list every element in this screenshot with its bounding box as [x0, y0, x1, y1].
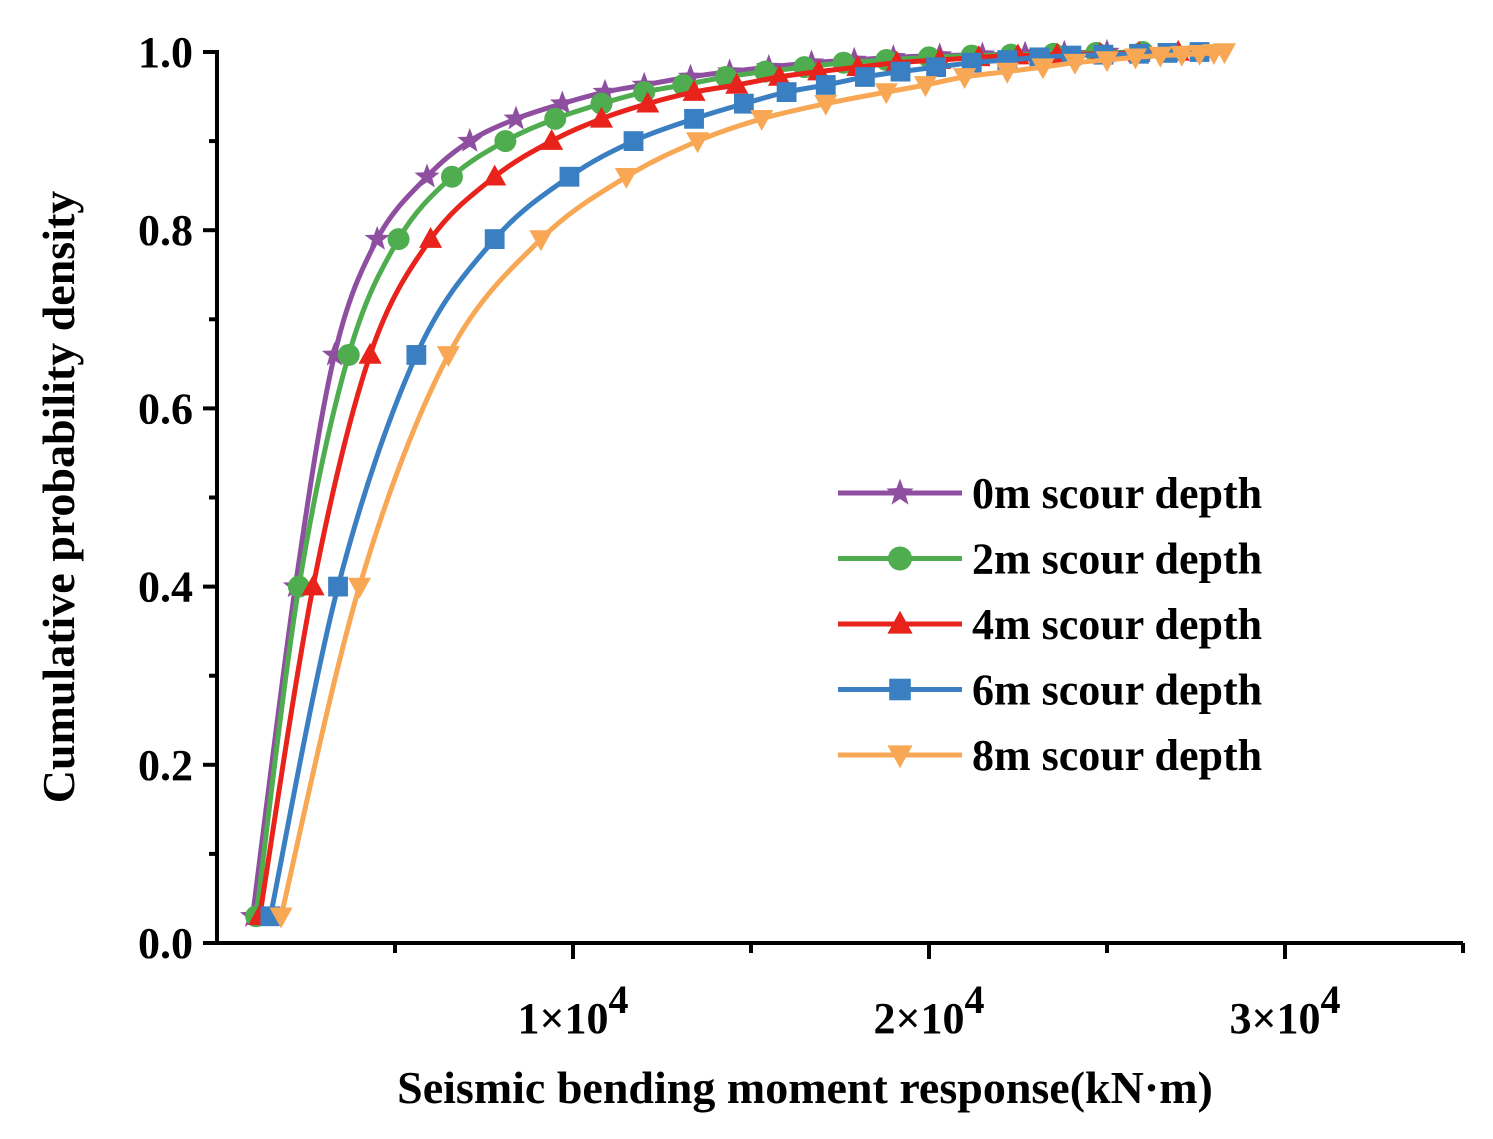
data-point: [855, 67, 875, 87]
legend-item: 0m scour depth: [838, 469, 1262, 518]
data-point: [1123, 48, 1148, 70]
data-point: [559, 166, 580, 187]
y-axis-title: Cumulative probability density: [33, 191, 84, 804]
data-point: [358, 342, 382, 364]
data-point: [483, 164, 507, 186]
legend-label: 4m scour depth: [972, 600, 1262, 649]
data-point: [503, 105, 529, 130]
data-point: [347, 577, 371, 599]
data-point: [961, 52, 982, 73]
data-point: [419, 227, 443, 248]
data-point: [995, 62, 1019, 84]
data-point: [636, 91, 660, 113]
data-point: [815, 75, 836, 95]
data-point: [1170, 45, 1194, 67]
data-point: [321, 341, 347, 366]
data-point: [733, 93, 754, 114]
data-point: [686, 132, 710, 154]
x-tick-label: 1×104: [517, 977, 628, 1043]
x-tick-label: 2×104: [873, 977, 984, 1043]
x-tick-exponent: 4: [965, 977, 985, 1022]
data-point: [592, 78, 618, 103]
legend-item: 8m scour depth: [838, 731, 1262, 780]
data-point: [440, 165, 463, 188]
data-point: [776, 82, 797, 102]
y-tick-label: 0.6: [138, 384, 193, 433]
legend-label: 2m scour depth: [972, 535, 1262, 584]
data-point: [1188, 44, 1212, 66]
ticks: 0.0 0.2 0.4 0.6 0.8 1.0 1×104 2×104 3×104: [138, 28, 1465, 1043]
legend: 0m scour depth 2m scour depth 4m scour dep…: [838, 469, 1262, 780]
legend-item: 6m scour depth: [838, 666, 1262, 715]
data-point: [814, 94, 838, 116]
data-point: [841, 46, 867, 71]
data-point: [682, 79, 706, 101]
data-point: [549, 90, 575, 115]
series-8m-scour-depth: [269, 43, 1237, 929]
data-point: [725, 72, 749, 94]
data-point: [1063, 53, 1087, 75]
legend-label: 0m scour depth: [972, 469, 1262, 518]
data-point: [677, 63, 703, 88]
data-point: [590, 92, 613, 115]
x-tick-label: 3×104: [1229, 977, 1340, 1043]
data-point: [1095, 51, 1119, 73]
y-tick-label: 1.0: [138, 28, 193, 77]
data-point: [414, 163, 440, 188]
data-point: [406, 345, 427, 365]
data-point: [544, 107, 567, 130]
data-point: [337, 343, 360, 366]
data-point: [328, 576, 348, 597]
data-point: [494, 130, 517, 153]
data-point: [457, 127, 483, 152]
axes: [215, 50, 1463, 945]
y-tick-label: 0.8: [138, 206, 193, 255]
data-point: [887, 745, 913, 769]
data-point: [484, 229, 505, 250]
data-point: [364, 225, 390, 250]
data-point: [529, 230, 553, 252]
data-point: [436, 346, 460, 368]
data-point: [750, 110, 774, 131]
data-point: [540, 129, 564, 150]
data-point: [1212, 43, 1237, 65]
data-point: [589, 106, 614, 128]
x-tick-exponent: 4: [609, 977, 629, 1022]
y-tick-label: 0.2: [138, 741, 193, 790]
data-point: [886, 478, 914, 505]
y-tick-label: 0.0: [138, 919, 193, 968]
legend-label: 6m scour depth: [972, 666, 1262, 715]
data-point: [767, 64, 792, 86]
data-point: [1031, 58, 1055, 80]
legend-item: 2m scour depth: [838, 535, 1262, 584]
data-point: [888, 546, 912, 571]
x-tick-exponent: 4: [1321, 977, 1341, 1022]
legend-label: 8m scour depth: [972, 731, 1262, 780]
data-point: [887, 610, 913, 634]
data-point: [890, 61, 911, 82]
data-point: [874, 83, 898, 105]
x-axis-title: Seismic bending moment response(kN·m): [397, 1062, 1213, 1113]
series-layer: [240, 38, 1237, 929]
data-point: [614, 167, 638, 189]
data-point: [623, 131, 644, 151]
data-point: [926, 57, 947, 78]
data-point: [1148, 46, 1172, 68]
legend-item: 4m scour depth: [838, 600, 1262, 649]
data-point: [953, 68, 977, 90]
data-point: [269, 907, 293, 929]
data-point: [301, 574, 325, 596]
y-tick-label: 0.4: [138, 563, 193, 612]
data-point: [889, 678, 911, 701]
data-point: [684, 108, 704, 129]
data-point: [387, 228, 410, 251]
data-point: [913, 76, 937, 98]
